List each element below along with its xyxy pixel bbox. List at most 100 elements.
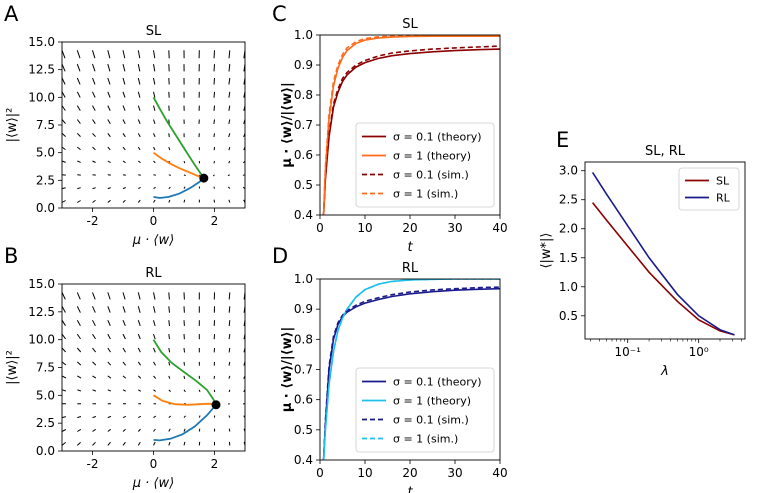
flow-arrow-B-23	[76, 292, 81, 300]
legend-box-C	[355, 122, 495, 208]
flow-arrow-A-79	[153, 105, 156, 111]
y-tick-label-C-0: 0.4	[294, 208, 313, 222]
flow-arrow-B-68	[137, 333, 141, 340]
x-axis-label-C: t	[407, 240, 413, 255]
flow-arrow-B-43	[107, 347, 111, 353]
flow-arrow-A-25	[92, 187, 96, 190]
flow-arrow-A-32	[92, 91, 96, 98]
flow-arrow-A-52	[122, 146, 126, 151]
legend-label-C-1: σ = 1 (theory)	[393, 150, 471, 163]
flow-arrow-A-21	[76, 77, 81, 85]
flow-arrow-A-80	[153, 91, 156, 98]
flow-arrow-B-38	[107, 415, 112, 419]
y-tick-label-D-4: 0.8	[294, 332, 313, 346]
series-group-C	[322, 35, 500, 215]
flow-arrow-B-97	[183, 428, 186, 432]
legend-label-D-0: σ = 0.1 (theory)	[393, 376, 482, 389]
flow-arrow-B-57	[122, 320, 126, 326]
flow-arrow-A-27	[92, 160, 96, 163]
flow-arrow-A-28	[92, 146, 96, 151]
flow-arrow-A-4	[61, 146, 66, 151]
flow-arrow-A-34	[92, 63, 96, 72]
flow-arrow-B-14	[77, 416, 82, 419]
y-axis-label-A: |⟨w⟩|²	[5, 108, 20, 143]
flow-arrow-B-22	[76, 306, 81, 313]
flow-arrow-A-37	[107, 187, 111, 190]
flow-arrow-B-82	[153, 306, 156, 313]
flow-arrow-A-135	[228, 160, 231, 164]
flow-arrow-A-48	[122, 199, 126, 203]
panel-letter-b: B	[4, 244, 18, 268]
y-tick-label-B-1: 2.5	[36, 416, 55, 430]
flow-arrow-B-36	[107, 441, 111, 446]
x-axis-label-D: t	[407, 485, 413, 493]
flow-arrow-B-98	[183, 415, 186, 418]
flow-arrow-A-22	[76, 63, 81, 72]
flow-arrow-A-78	[153, 119, 156, 125]
x-tick-label-C-3: 30	[447, 221, 462, 235]
legend-label-D-3: σ = 1 (sim.)	[393, 433, 458, 446]
y-tick-label-C-4: 0.8	[294, 88, 313, 102]
chart-d: RL 0 10 20 30 40 0.4 0.5 0.6 0.7 0.8 0.9 1.0 t μ · ⟨w⟩…	[280, 261, 508, 493]
flow-arrow-B-134	[228, 415, 231, 418]
flow-arrow-A-11	[61, 50, 66, 59]
flow-arrow-A-16	[76, 146, 81, 150]
x-tick-label-A-0: -2	[87, 214, 99, 228]
x-tick-label-E-1: 10⁰	[689, 345, 709, 359]
flow-arrow-B-84	[168, 441, 171, 446]
y-tick-label-E-0: 0.5	[559, 309, 578, 323]
flow-arrow-B-58	[122, 306, 126, 313]
flow-arrow-A-89	[168, 133, 170, 138]
flow-arrow-B-62	[138, 415, 142, 419]
flow-arrow-A-7	[61, 105, 66, 111]
flow-arrow-B-140	[228, 334, 231, 340]
flow-arrow-A-138	[228, 119, 231, 125]
panel-letter-e: E	[556, 128, 569, 152]
flow-arrow-B-0	[61, 442, 66, 446]
flow-arrow-B-54	[122, 361, 126, 366]
flow-arrow-B-67	[137, 347, 141, 353]
flow-arrow-B-55	[122, 347, 126, 353]
y-axis-label-E: ⟨|w*|⟩	[539, 232, 554, 268]
flow-arrow-B-59	[122, 292, 126, 300]
flow-arrow-A-56	[122, 91, 126, 98]
flow-arrow-A-41	[107, 133, 111, 138]
axes-frame-E	[584, 161, 746, 340]
x-tick-label-A-2: 2	[211, 214, 219, 228]
flow-arrow-A-23	[76, 50, 81, 59]
flow-arrow-B-21	[76, 319, 81, 326]
flow-arrow-B-89	[168, 375, 171, 379]
y-tick-label-D-2: 0.6	[294, 393, 313, 407]
flow-arrow-B-95	[168, 292, 170, 300]
flow-arrow-B-4	[61, 389, 67, 392]
flow-arrow-A-15	[77, 160, 81, 163]
x-tick-label-C-0: 0	[316, 221, 324, 235]
flow-arrow-B-12	[76, 442, 81, 446]
y-tick-label-A-1: 2.5	[36, 173, 55, 187]
flow-arrow-B-70	[137, 306, 141, 313]
flow-arrow-B-143	[228, 292, 231, 300]
flow-arrow-A-136	[228, 146, 231, 151]
x-tick-label-B-0: -2	[87, 457, 99, 471]
flow-arrow-A-71	[137, 50, 141, 59]
flow-arrow-A-5	[61, 132, 66, 137]
y-tick-label-C-1: 0.5	[294, 178, 313, 192]
flow-arrow-A-40	[107, 146, 111, 151]
y-tick-label-B-5: 12.5	[28, 305, 55, 319]
flow-arrow-B-25	[92, 428, 96, 432]
fixed-point-B	[211, 400, 221, 410]
flow-arrow-A-30	[92, 119, 96, 124]
flow-arrow-B-29	[92, 375, 97, 379]
flow-arrow-A-59	[122, 50, 126, 59]
flow-arrow-B-2	[61, 416, 67, 419]
flow-arrow-A-10	[61, 63, 66, 72]
flow-arrow-B-79	[153, 347, 156, 353]
flow-arrow-B-28	[92, 389, 97, 392]
flow-arrow-B-77	[153, 375, 157, 379]
flow-arrow-B-101	[183, 375, 186, 379]
flow-arrow-A-72	[153, 199, 156, 203]
y-tick-label-A-3: 7.5	[36, 118, 55, 132]
y-tick-label-C-3: 0.7	[294, 118, 313, 132]
series-line-E-1	[591, 171, 735, 336]
flow-arrow-A-31	[92, 105, 96, 111]
